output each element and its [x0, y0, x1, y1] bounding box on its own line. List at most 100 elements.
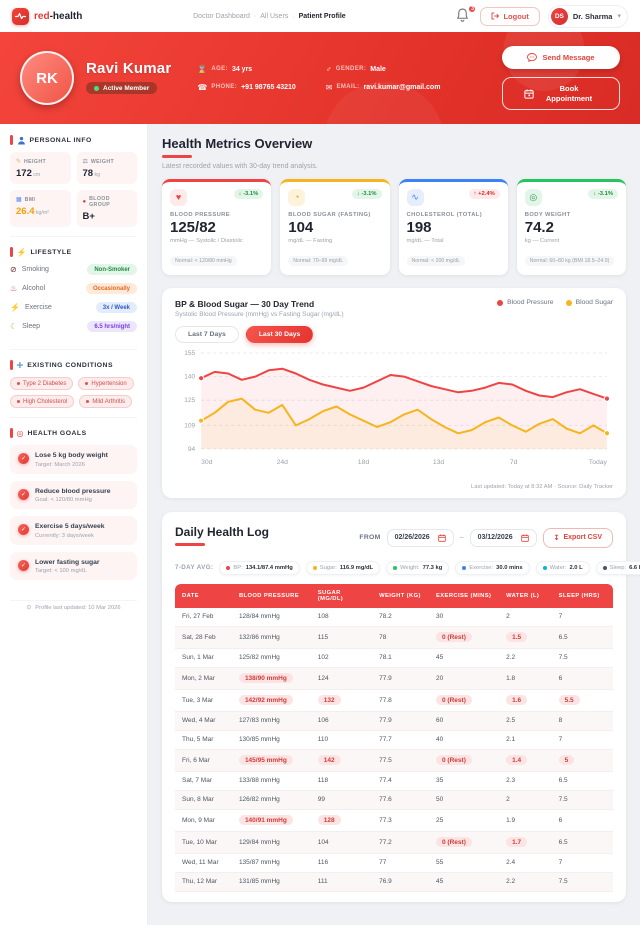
- breadcrumb-item[interactable]: Doctor Dashboard: [193, 12, 250, 20]
- export-csv-button[interactable]: ↧ Export CSV: [542, 527, 613, 548]
- lifestyle-badge: Occasionally: [85, 283, 137, 294]
- table-cell: Tue, 3 Mar: [175, 689, 232, 712]
- status-badge: Active Member: [86, 82, 158, 95]
- column-header: DATE: [175, 583, 232, 608]
- lifestyle-label-group: ☾ Sleep: [10, 322, 40, 331]
- stethoscope-icon: ✚: [16, 360, 24, 370]
- check-icon: ✓: [18, 488, 29, 500]
- metric-label: BODY WEIGHT: [524, 211, 571, 218]
- trend-line-chart: 155 140 125 109 94 30d 24d 18d 13d 7d Today: [184, 350, 611, 466]
- log-title: Daily Health Log: [175, 525, 270, 539]
- table-row: Thu, 5 Mar 130/85 mmHg 110 77.7 40 2.1 7: [175, 730, 613, 750]
- condition-label: Hypertension: [91, 380, 127, 387]
- table-cell: 6.5: [551, 626, 613, 649]
- user-name: Dr. Sharma: [572, 11, 613, 21]
- patient-sidebar: PERSONAL INFO ✎ HEIGHT 172 cm ⚖ WEIGHT 78 kg ▦…: [0, 124, 148, 925]
- goal-card: ✓ Reduce blood pressure Goal: < 120/80 mmH…: [10, 480, 137, 509]
- brand-logo[interactable]: red-health: [12, 7, 83, 25]
- condition-label: Type 2 Diabetes: [23, 380, 67, 387]
- table-cell: 0 (Rest): [429, 749, 500, 772]
- calendar-icon: [437, 534, 446, 542]
- heading-underline: [175, 543, 205, 546]
- avg-chip: Weight: 77.3 kg: [386, 560, 450, 575]
- profile-updated-note: ⊙ Profile last updated: 10 Mar 2026: [10, 600, 137, 611]
- chart-subtitle: Systolic Blood Pressure (mmHg) vs Fastin…: [175, 311, 344, 318]
- table-cell: 0 (Rest): [429, 831, 500, 854]
- table-cell: 125/82 mmHg: [231, 648, 311, 668]
- range-button[interactable]: Last 7 Days: [175, 326, 239, 343]
- lifestyle-header: ⚡ LIFESTYLE: [10, 247, 137, 257]
- table-cell: 30: [429, 607, 500, 627]
- card-value: 172 cm: [16, 168, 41, 179]
- table-cell: Sun, 8 Mar: [175, 790, 232, 810]
- condition-dot-icon: [85, 382, 89, 385]
- trend-chart-card: BP & Blood Sugar — 30 Day Trend Systolic…: [162, 288, 626, 498]
- table-cell: 110: [310, 730, 373, 750]
- card-unit: kg: [93, 172, 100, 178]
- alert-value-badge: 0 (Rest): [436, 837, 472, 847]
- target-icon: ◎: [524, 188, 542, 206]
- breadcrumb-item[interactable]: All Users: [260, 12, 289, 20]
- goal-text: Lower fasting sugar Target: < 100 mg/dL: [35, 559, 100, 575]
- send-message-button[interactable]: Send Message: [502, 46, 620, 70]
- condition-dot-icon: [86, 400, 90, 403]
- conditions-section: ✚ EXISTING CONDITIONS Type 2 Diabetes Hyp…: [10, 360, 137, 418]
- x-axis-tick: Today: [589, 459, 608, 466]
- blood-drop-icon: ●: [82, 199, 87, 205]
- smoking-icon: ⊘: [10, 265, 17, 274]
- table-cell: 142: [310, 749, 373, 772]
- notifications-button[interactable]: 3: [456, 5, 477, 24]
- chat-bubble-icon: [527, 53, 538, 63]
- chart-header: BP & Blood Sugar — 30 Day Trend Systolic…: [175, 299, 613, 318]
- lifestyle-label-group: ⊘ Smoking: [10, 265, 49, 274]
- logout-button[interactable]: Logout: [480, 6, 540, 26]
- date-range-separator: –: [459, 534, 464, 542]
- avg-metric-value: 30.0 mins: [496, 564, 523, 571]
- table-cell: 6: [551, 809, 613, 832]
- condition-pill: Mild Arthritis: [79, 395, 133, 408]
- log-controls: FROM 02/26/2026 – 03/12/2026 ↧ Export: [359, 527, 613, 548]
- x-axis-tick: 24d: [277, 459, 289, 466]
- goal-title: Reduce blood pressure: [35, 487, 111, 495]
- table-cell: 5.5: [551, 689, 613, 712]
- date-to-input[interactable]: 03/12/2026: [469, 528, 537, 547]
- table-cell: 138/90 mmHg: [231, 667, 311, 690]
- trend-badge: ↓ -3.1%: [233, 188, 264, 199]
- y-axis-tick: 109: [184, 422, 195, 429]
- table-cell: 77.5: [372, 749, 430, 772]
- table-cell: 76.9: [372, 872, 430, 892]
- avg-metric-label: Sleep:: [609, 564, 627, 571]
- series-line: [200, 367, 608, 400]
- breadcrumb-item: Patient Profile: [298, 12, 346, 20]
- table-cell: 7: [551, 853, 613, 873]
- table-cell: Mon, 9 Mar: [175, 809, 232, 832]
- hero-actions: Send Message Book Appointment: [502, 46, 620, 110]
- table-row: Fri, 6 Mar 145/95 mmHg 142 77.5 0 (Rest) 1.4 5: [175, 749, 613, 772]
- lifestyle-row: ⚡ Exercise 3x / Week: [10, 302, 137, 313]
- lifestyle-list: ⊘ Smoking Non-Smoker ♨ Alcohol Occasionally ⚡ E…: [10, 264, 137, 332]
- book-appointment-button[interactable]: Book Appointment: [502, 77, 620, 110]
- chart-legend: Blood Pressure Blood Sugar: [497, 299, 613, 306]
- brand-name: red-health: [34, 10, 83, 22]
- check-icon: ✓: [18, 453, 29, 464]
- table-cell: 78: [372, 626, 430, 649]
- section-title: PERSONAL INFO: [29, 136, 92, 144]
- breadcrumb-separator: ·: [253, 12, 257, 20]
- table-cell: 77.3: [372, 809, 430, 832]
- detail-label: EMAIL:: [336, 84, 360, 90]
- seven-day-averages: 7-DAY AVG: BP: 134.1/87.4 mmHg Sugar: 116.9…: [175, 560, 640, 575]
- detail-value: 34 yrs: [231, 65, 253, 73]
- table-row: Sun, 8 Mar 126/82 mmHg 99 77.6 50 2 7.5: [175, 790, 613, 810]
- calendar-icon: [524, 89, 534, 99]
- notification-count-badge: 3: [468, 5, 477, 13]
- heartbeat-logo-icon: [12, 7, 29, 25]
- lifestyle-badge: Non-Smoker: [87, 264, 137, 275]
- lifestyle-label: Smoking: [21, 266, 49, 273]
- user-menu[interactable]: DS Dr. Sharma ▾: [547, 4, 628, 28]
- section-accent-bar: [10, 360, 13, 370]
- range-button[interactable]: Last 30 Days: [245, 326, 314, 343]
- table-cell: 140/91 mmHg: [231, 809, 311, 832]
- legend-dot-icon: [565, 299, 572, 306]
- date-from-input[interactable]: 02/26/2026: [386, 528, 454, 547]
- table-cell: 2.1: [499, 730, 552, 750]
